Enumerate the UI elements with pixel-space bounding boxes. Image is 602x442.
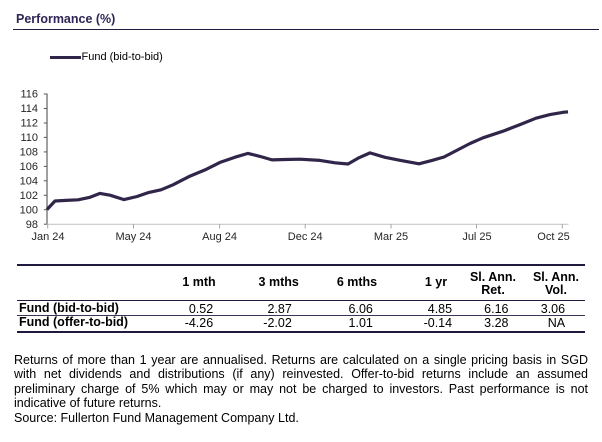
svg-text:106: 106 [20, 161, 38, 173]
svg-text:100: 100 [20, 204, 38, 216]
svg-text:116: 116 [20, 89, 38, 101]
svg-text:Jul 25: Jul 25 [462, 231, 491, 243]
svg-text:98: 98 [26, 219, 38, 231]
svg-text:May 24: May 24 [115, 231, 151, 243]
svg-text:114: 114 [20, 103, 38, 115]
svg-text:110: 110 [20, 132, 38, 144]
svg-text:Oct 25: Oct 25 [537, 231, 569, 243]
svg-text:104: 104 [20, 176, 38, 188]
svg-text:Aug 24: Aug 24 [202, 231, 237, 243]
svg-text:108: 108 [20, 147, 38, 159]
svg-text:102: 102 [20, 190, 38, 202]
svg-text:112: 112 [20, 118, 38, 130]
svg-text:Mar 25: Mar 25 [374, 231, 408, 243]
svg-text:Dec 24: Dec 24 [288, 231, 323, 243]
svg-text:Jan 24: Jan 24 [31, 231, 64, 243]
